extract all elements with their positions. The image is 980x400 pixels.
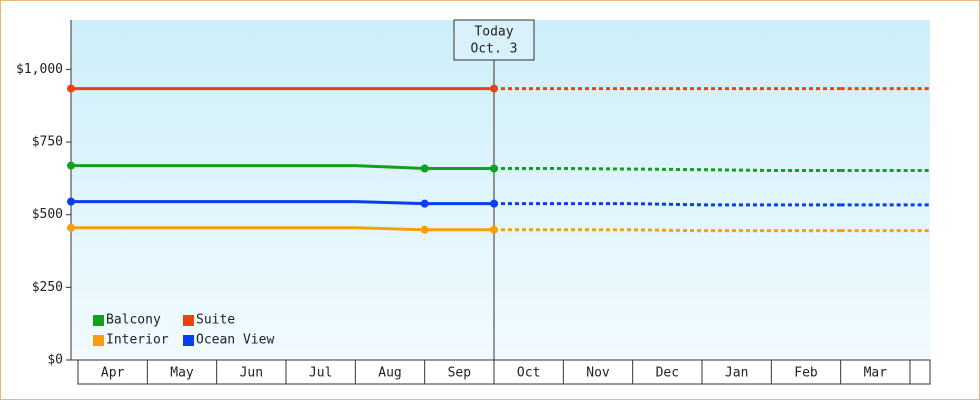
x-tick-label: Aug (378, 366, 401, 381)
legend-swatch (93, 315, 104, 326)
today-label: Today (474, 25, 513, 40)
today-box (453, 19, 535, 61)
price-point (67, 161, 75, 170)
price-point (420, 225, 429, 234)
x-tick-label: Oct (517, 366, 540, 381)
x-tick-label: Nov (586, 366, 610, 381)
y-tick-label: $500 (32, 207, 63, 222)
price-point (490, 225, 498, 234)
x-tick-label: Jun (240, 366, 263, 381)
x-tick-label: Dec (656, 366, 679, 381)
x-tick-label: Jan (725, 366, 748, 381)
legend-label: Interior (106, 333, 169, 348)
price-point (67, 223, 75, 232)
price-point (67, 197, 75, 206)
x-tick-label: Sep (448, 366, 472, 381)
x-tick-label: Jul (309, 366, 332, 381)
x-tick-label: May (170, 366, 194, 381)
price-point (490, 164, 498, 173)
legend-label: Ocean View (196, 333, 274, 348)
forecast-line (494, 166, 841, 173)
x-tick-label: Apr (101, 366, 125, 381)
legend-swatch (93, 335, 104, 346)
x-tick-label: Mar (864, 366, 888, 381)
legend-swatch (183, 335, 194, 346)
legend-label: Suite (196, 313, 235, 328)
x-tick-label: Feb (794, 366, 818, 381)
legend-swatch (183, 315, 194, 326)
price-point (420, 199, 429, 208)
price-point (490, 199, 498, 208)
legend-label: Balcony (106, 313, 161, 328)
forecast-line (494, 202, 841, 207)
y-tick-label: $750 (32, 135, 63, 150)
plot-area (71, 20, 930, 360)
month-strip (77, 359, 931, 385)
forecast-line (494, 228, 841, 233)
y-tick-label: $0 (47, 353, 63, 368)
today-date: Oct. 3 (471, 42, 518, 57)
price-point (490, 84, 498, 93)
y-tick-label: $1,000 (16, 62, 63, 77)
y-tick-label: $250 (32, 280, 63, 295)
price-point (420, 164, 429, 173)
price-point (67, 84, 75, 93)
